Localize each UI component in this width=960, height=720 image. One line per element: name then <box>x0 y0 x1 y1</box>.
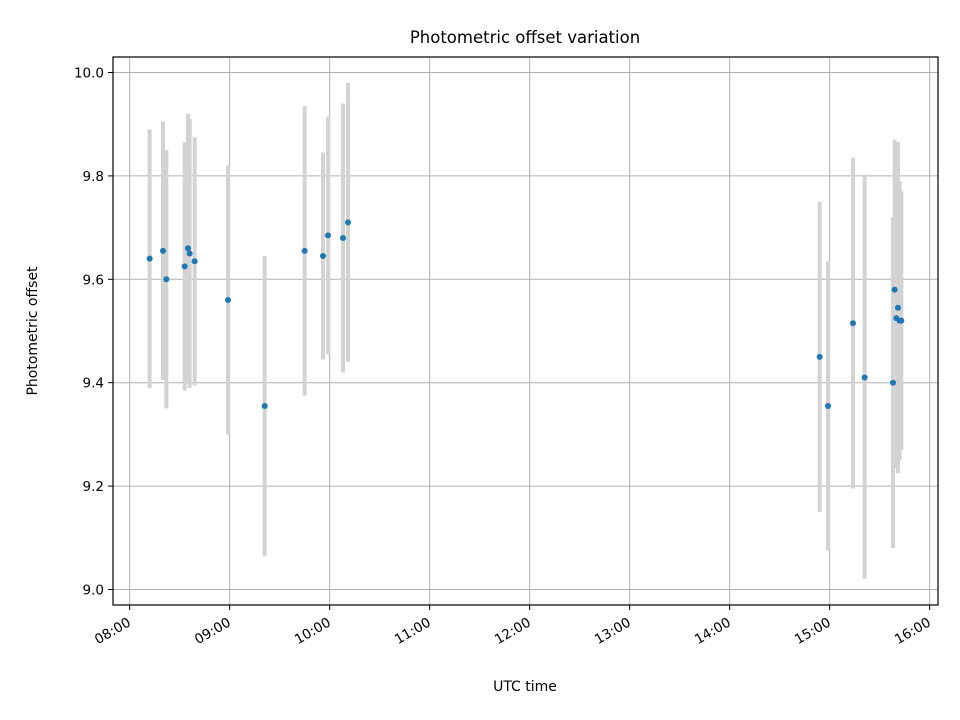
data-point <box>898 317 905 324</box>
data-point <box>191 258 198 265</box>
data-point <box>861 374 868 381</box>
y-axis-label: Photometric offset <box>25 266 41 396</box>
data-point <box>850 320 856 327</box>
data-point <box>320 253 326 260</box>
data-point <box>186 250 193 257</box>
x-axis-label: UTC time <box>493 679 557 695</box>
data-point <box>185 245 191 252</box>
data-point <box>825 402 831 409</box>
data-point <box>261 402 268 409</box>
data-point <box>301 247 308 254</box>
data-point <box>146 255 153 262</box>
data-point <box>325 232 331 239</box>
data-point <box>163 276 170 283</box>
data-point <box>225 296 231 303</box>
y-tick-label: 10.0 <box>74 66 104 82</box>
data-point <box>160 247 166 254</box>
data-point <box>816 353 823 360</box>
grid <box>113 57 938 605</box>
data-points <box>146 219 905 409</box>
y-tick-label: 9.4 <box>83 376 104 392</box>
y-tick-label: 9.8 <box>83 169 104 185</box>
y-tick-label: 9.6 <box>83 272 104 288</box>
data-point <box>340 234 346 241</box>
y-tick-label: 9.2 <box>83 479 104 495</box>
data-point <box>891 286 898 293</box>
data-point <box>181 263 188 270</box>
data-point <box>345 219 351 226</box>
data-point <box>895 304 901 311</box>
chart-title: Photometric offset variation <box>410 28 640 47</box>
y-tick-label: 9.0 <box>83 582 104 598</box>
data-point <box>890 379 896 386</box>
plot-frame <box>112 56 939 606</box>
